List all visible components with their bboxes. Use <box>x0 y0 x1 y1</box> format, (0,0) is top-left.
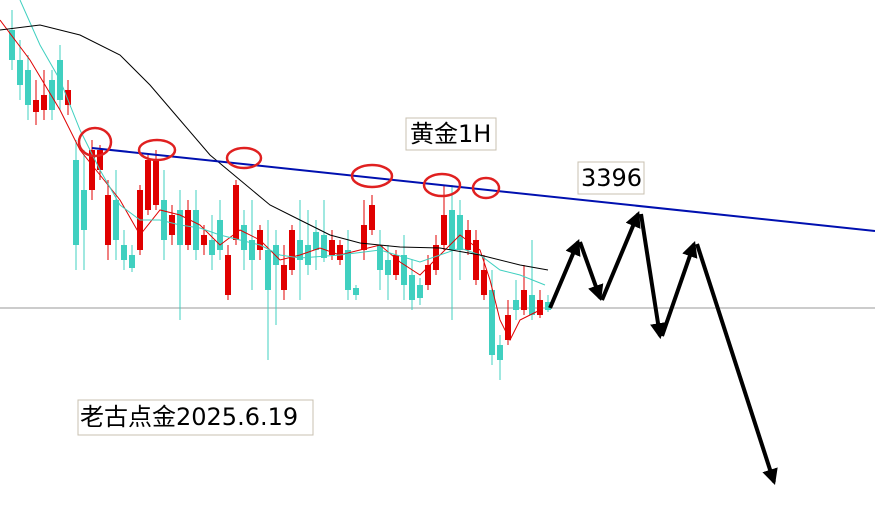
ma-red <box>0 19 541 342</box>
forecast-arrows <box>548 211 778 486</box>
watermark: 老古点金2025.6.19 <box>80 403 298 431</box>
price-label: 3396 <box>581 164 642 192</box>
title-box <box>405 117 497 151</box>
trendline <box>91 147 875 232</box>
touch-markers <box>77 126 501 200</box>
ma-black <box>0 24 549 271</box>
bull-bodies <box>33 90 543 340</box>
price-box <box>577 161 645 195</box>
chart-title: 黄金1H <box>410 120 491 148</box>
watermark-box <box>77 399 314 436</box>
